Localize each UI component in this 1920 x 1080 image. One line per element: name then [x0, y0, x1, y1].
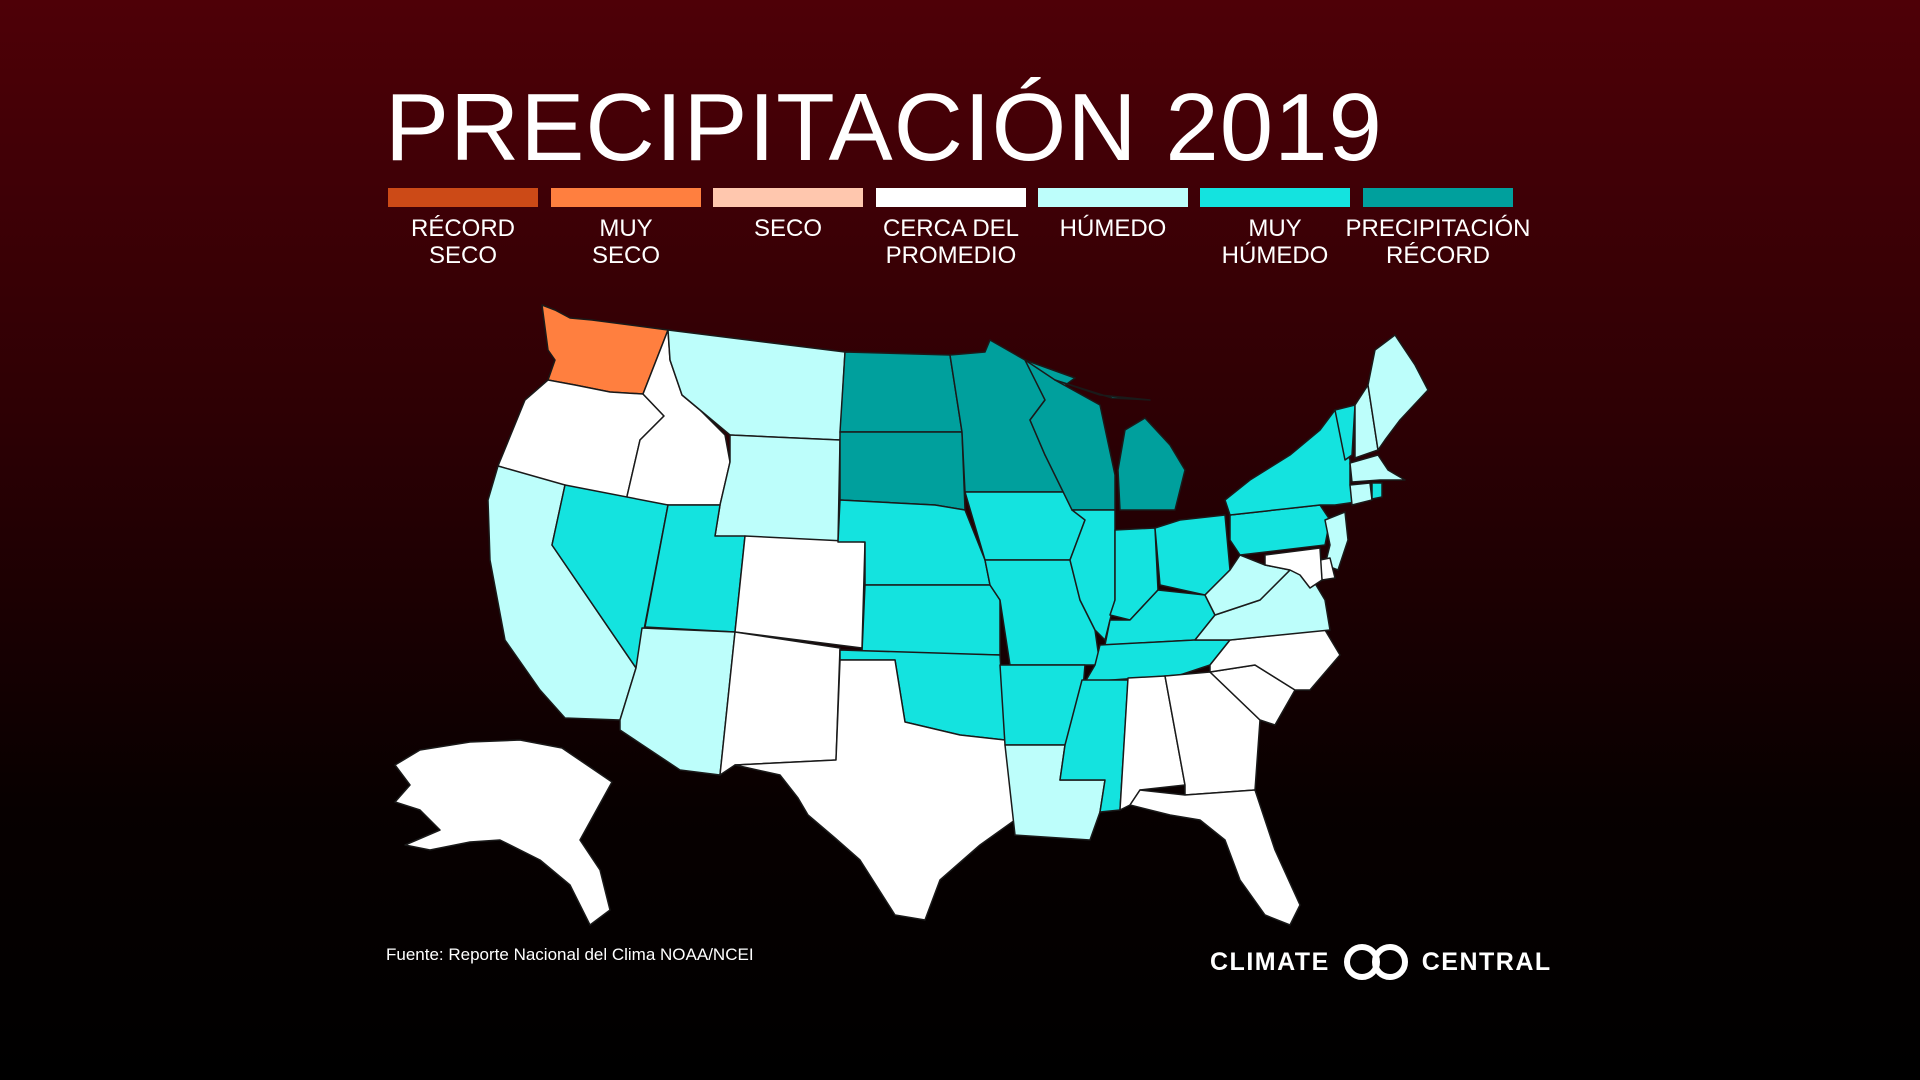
legend-swatch — [1038, 188, 1188, 207]
legend-label-line: CERCA DEL — [882, 215, 1020, 242]
legend-label: RÉCORD SECO — [388, 215, 538, 269]
legend-item-dry: SECO — [713, 188, 863, 242]
legend-label-line: RÉCORD — [1385, 242, 1490, 269]
legend-label-line: PRECIPITACIÓN — [1345, 215, 1531, 242]
state-colorado — [734, 535, 866, 649]
legend-item-wet: HÚMEDO — [1038, 188, 1188, 242]
legend-label-line: MUY — [599, 215, 653, 242]
legend-label-line: SECO — [428, 242, 497, 269]
legend-item-very-wet: MUY HÚMEDO — [1200, 188, 1350, 269]
legend-swatch — [388, 188, 538, 207]
legend-label-line: SECO — [591, 242, 660, 269]
legend-label-line: PROMEDIO — [885, 242, 1017, 269]
state-maine — [1367, 334, 1429, 451]
state-maryland — [1264, 547, 1323, 589]
legend-swatch — [1200, 188, 1350, 207]
state-wyoming — [714, 434, 841, 543]
page-title: PRECIPITACIÓN 2019 — [385, 74, 1383, 181]
legend-swatch — [713, 188, 863, 207]
brand-word-right: CENTRAL — [1421, 947, 1552, 976]
legend-swatch — [551, 188, 701, 207]
state-north-dakota — [839, 351, 963, 433]
state-alaska — [394, 739, 613, 926]
legend-label-line: MUY — [1248, 215, 1302, 242]
legend-label: SECO — [713, 215, 863, 242]
state-texas — [734, 659, 1016, 921]
legend-item-record-wet: PRECIPITACIÓN RÉCORD — [1346, 188, 1530, 269]
state-connecticut — [1349, 482, 1373, 506]
state-new-york — [1224, 409, 1371, 516]
legend-label: HÚMEDO — [1038, 215, 1188, 242]
legend-item-near-average: CERCA DEL PROMEDIO — [876, 188, 1026, 269]
legend: RÉCORD SECO MUY SECO SECO CERCA DEL PROM… — [388, 188, 1538, 278]
legend-label-line: RÉCORD — [410, 215, 515, 242]
legend-label: CERCA DEL PROMEDIO — [876, 215, 1026, 269]
legend-label: MUY HÚMEDO — [1200, 215, 1350, 269]
state-vermont — [1334, 404, 1356, 461]
legend-label-line: SECO — [753, 215, 822, 242]
state-iowa — [964, 491, 1086, 561]
state-south-dakota — [839, 431, 966, 511]
legend-swatch — [1363, 188, 1513, 207]
legend-item-very-dry: MUY SECO — [551, 188, 701, 269]
source-note: Fuente: Reporte Nacional del Clima NOAA/… — [386, 945, 754, 964]
infinity-loops-icon — [1343, 944, 1408, 980]
state-new-mexico — [719, 631, 841, 776]
state-new-jersey — [1324, 511, 1349, 571]
state-rhode-island — [1371, 482, 1383, 500]
legend-label: PRECIPITACIÓN RÉCORD — [1343, 215, 1533, 269]
legend-item-record-dry: RÉCORD SECO — [388, 188, 538, 269]
legend-label-line: HÚMEDO — [1221, 242, 1329, 269]
state-kansas — [861, 584, 1001, 656]
legend-label-line: HÚMEDO — [1059, 215, 1167, 242]
legend-label: MUY SECO — [551, 215, 701, 269]
climate-central-logo: CLIMATE CENTRAL — [1210, 942, 1552, 982]
legend-swatch — [876, 188, 1026, 207]
state-michigan — [1054, 379, 1186, 511]
brand-word-left: CLIMATE — [1210, 947, 1330, 976]
state-massachusetts — [1349, 454, 1406, 483]
state-florida — [1129, 789, 1301, 926]
